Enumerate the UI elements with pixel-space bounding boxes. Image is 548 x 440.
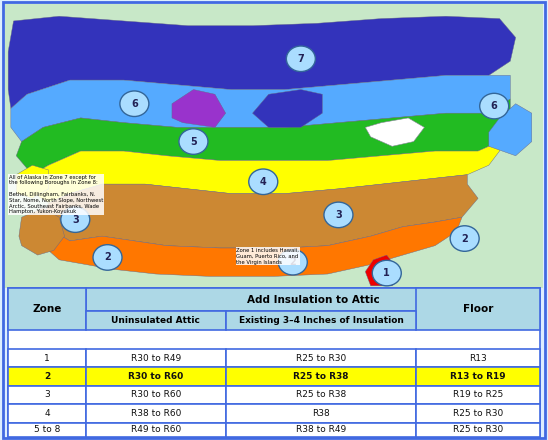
Text: 7: 7 bbox=[298, 54, 304, 64]
FancyBboxPatch shape bbox=[8, 386, 86, 404]
Circle shape bbox=[287, 46, 315, 72]
Text: 2: 2 bbox=[461, 234, 468, 243]
Text: 1: 1 bbox=[384, 268, 390, 278]
Polygon shape bbox=[489, 104, 532, 156]
Polygon shape bbox=[43, 175, 478, 248]
Text: 5 to 8: 5 to 8 bbox=[34, 425, 60, 434]
Polygon shape bbox=[19, 208, 65, 255]
Polygon shape bbox=[16, 99, 510, 175]
Polygon shape bbox=[11, 75, 510, 142]
Text: Zone 1 includes Hawaii,
Guam, Puerto Rico, and
the Virgin Islands: Zone 1 includes Hawaii, Guam, Puerto Ric… bbox=[236, 248, 299, 264]
FancyBboxPatch shape bbox=[416, 422, 540, 437]
Text: Uninsulated Attic: Uninsulated Attic bbox=[111, 316, 200, 325]
Text: Floor: Floor bbox=[463, 304, 493, 314]
Circle shape bbox=[450, 226, 479, 251]
FancyBboxPatch shape bbox=[416, 349, 540, 367]
Polygon shape bbox=[27, 142, 500, 203]
Polygon shape bbox=[253, 89, 322, 128]
FancyBboxPatch shape bbox=[86, 311, 226, 330]
FancyBboxPatch shape bbox=[226, 404, 416, 422]
Text: R30 to R49: R30 to R49 bbox=[131, 354, 181, 363]
FancyBboxPatch shape bbox=[86, 349, 226, 367]
Text: R49 to R60: R49 to R60 bbox=[131, 425, 181, 434]
Text: 6: 6 bbox=[131, 99, 138, 109]
FancyBboxPatch shape bbox=[86, 386, 226, 404]
Circle shape bbox=[61, 207, 90, 232]
Text: Add Insulation to Attic: Add Insulation to Attic bbox=[247, 294, 379, 304]
Text: R25 to R38: R25 to R38 bbox=[296, 390, 346, 400]
FancyBboxPatch shape bbox=[416, 367, 540, 386]
FancyBboxPatch shape bbox=[8, 404, 86, 422]
Text: 4: 4 bbox=[44, 409, 50, 418]
Text: R13: R13 bbox=[469, 354, 487, 363]
FancyBboxPatch shape bbox=[416, 288, 540, 330]
Circle shape bbox=[93, 245, 122, 270]
FancyBboxPatch shape bbox=[8, 288, 540, 437]
Polygon shape bbox=[38, 217, 462, 276]
Text: 3: 3 bbox=[44, 390, 50, 400]
Text: 3: 3 bbox=[72, 215, 79, 224]
FancyBboxPatch shape bbox=[8, 367, 86, 386]
FancyBboxPatch shape bbox=[8, 288, 86, 330]
Circle shape bbox=[120, 91, 149, 117]
Circle shape bbox=[480, 93, 509, 119]
Polygon shape bbox=[8, 16, 516, 108]
FancyBboxPatch shape bbox=[86, 404, 226, 422]
Text: R30 to R60: R30 to R60 bbox=[130, 390, 181, 400]
Polygon shape bbox=[16, 165, 48, 198]
Text: 6: 6 bbox=[491, 101, 498, 111]
Text: R25 to R30: R25 to R30 bbox=[453, 425, 503, 434]
Circle shape bbox=[372, 260, 401, 286]
Circle shape bbox=[249, 169, 278, 194]
FancyBboxPatch shape bbox=[86, 422, 226, 437]
Text: R13 to R19: R13 to R19 bbox=[450, 372, 506, 381]
FancyBboxPatch shape bbox=[226, 422, 416, 437]
Polygon shape bbox=[366, 118, 424, 146]
Text: 4: 4 bbox=[260, 177, 267, 187]
Text: Zone: Zone bbox=[32, 304, 62, 314]
Text: R30 to R60: R30 to R60 bbox=[128, 372, 184, 381]
FancyBboxPatch shape bbox=[416, 386, 540, 404]
FancyBboxPatch shape bbox=[226, 311, 416, 330]
Text: 1: 1 bbox=[44, 354, 50, 363]
Text: R38 to R60: R38 to R60 bbox=[130, 409, 181, 418]
Text: R38 to R49: R38 to R49 bbox=[296, 425, 346, 434]
Circle shape bbox=[324, 202, 353, 227]
FancyBboxPatch shape bbox=[226, 367, 416, 386]
FancyBboxPatch shape bbox=[8, 349, 86, 367]
Text: R25 to R38: R25 to R38 bbox=[293, 372, 349, 381]
Text: 2: 2 bbox=[289, 257, 296, 267]
Text: R19 to R25: R19 to R25 bbox=[453, 390, 503, 400]
FancyBboxPatch shape bbox=[226, 386, 416, 404]
Polygon shape bbox=[172, 89, 226, 128]
Text: 3: 3 bbox=[335, 210, 342, 220]
Polygon shape bbox=[5, 4, 543, 288]
FancyBboxPatch shape bbox=[416, 404, 540, 422]
Text: R25 to R30: R25 to R30 bbox=[296, 354, 346, 363]
Text: R25 to R30: R25 to R30 bbox=[453, 409, 503, 418]
Polygon shape bbox=[366, 255, 397, 286]
FancyBboxPatch shape bbox=[8, 422, 86, 437]
Text: 5: 5 bbox=[190, 136, 197, 147]
Text: 2: 2 bbox=[104, 253, 111, 262]
Circle shape bbox=[179, 129, 208, 154]
Text: Existing 3–4 Inches of Insulation: Existing 3–4 Inches of Insulation bbox=[238, 316, 403, 325]
Text: All of Alaska in Zone 7 except for
the following Boroughs in Zone 8:

Bethel, Di: All of Alaska in Zone 7 except for the f… bbox=[9, 175, 104, 214]
Text: 2: 2 bbox=[44, 372, 50, 381]
Text: R38: R38 bbox=[312, 409, 330, 418]
FancyBboxPatch shape bbox=[86, 288, 540, 311]
FancyBboxPatch shape bbox=[226, 349, 416, 367]
FancyBboxPatch shape bbox=[86, 367, 226, 386]
Circle shape bbox=[278, 249, 307, 275]
